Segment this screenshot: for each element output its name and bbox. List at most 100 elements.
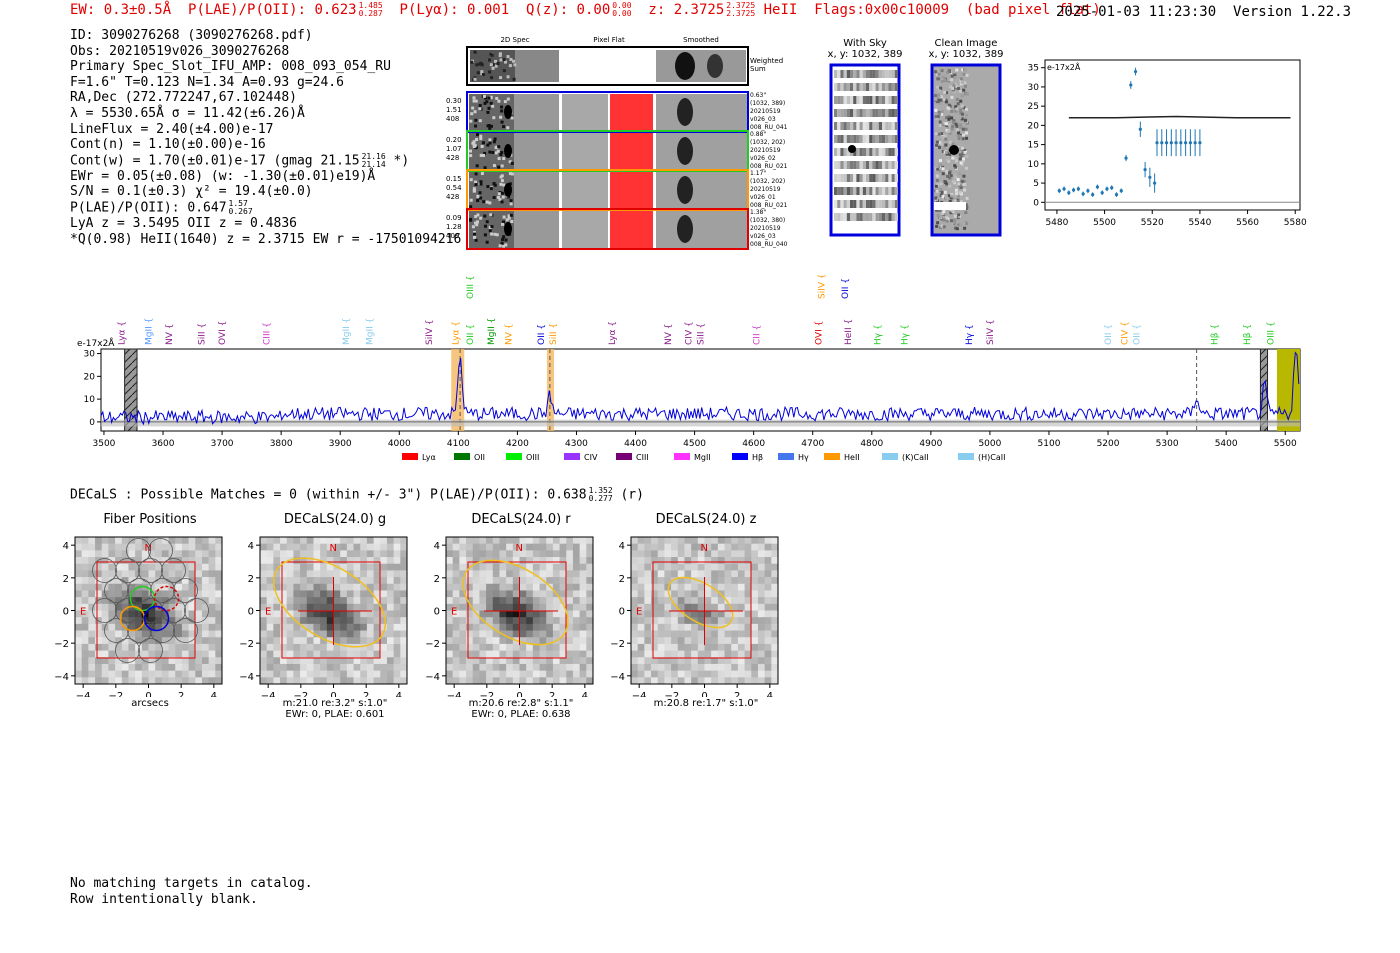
decals-pixel: [717, 663, 726, 672]
decals-pixel: [579, 543, 587, 551]
header-qz: Q(z): 0.00: [525, 2, 611, 18]
decals-pixel: [572, 603, 581, 611]
decals-pixel: [293, 537, 301, 545]
decals-pixel: [566, 590, 574, 598]
decals-pixel: [492, 543, 500, 551]
noise-pixel: [500, 105, 504, 109]
decals-pixel: [386, 610, 395, 618]
spec-legend-swatch: [402, 453, 418, 460]
noise-pixel: [483, 166, 487, 170]
decals-pixel: [466, 643, 474, 652]
decals-pixel: [340, 670, 348, 678]
decals-pixel: [95, 670, 103, 678]
decals-pixel: [333, 537, 341, 545]
noise-pixel: [494, 59, 498, 63]
decals-pixel: [526, 617, 534, 625]
noise-pixel: [479, 182, 483, 186]
decals-pixel: [333, 610, 341, 618]
decals-pixel: [155, 670, 163, 678]
decals-pixel: [195, 657, 203, 665]
decals-pixel: [313, 637, 321, 645]
clean-pixel: [945, 128, 949, 132]
noise-pixel: [509, 202, 513, 206]
decals-pixel: [764, 583, 772, 591]
decals-pixel: [479, 630, 487, 638]
with-sky-pixel: [894, 148, 898, 156]
decals-pixel: [472, 657, 480, 665]
with-sky-pixel: [853, 122, 857, 130]
with-sky-pixel: [862, 83, 866, 91]
decals-pixel: [320, 643, 328, 652]
decals-pixel: [273, 570, 281, 578]
decals-pixel: [320, 557, 328, 565]
decals-pixel: [148, 650, 156, 658]
decals-summary-end: (r): [620, 487, 644, 503]
noise-pixel: [497, 165, 501, 169]
decals-pixel: [88, 603, 96, 611]
decals-pixel: [764, 557, 772, 565]
decals-pixel: [386, 557, 395, 565]
decals-pixel: [135, 657, 143, 665]
decals-pixel: [108, 590, 116, 598]
decals-pixel: [731, 617, 739, 625]
decals-pixel: [108, 663, 116, 672]
clean-pixel: [939, 159, 943, 163]
with-sky-pixel: [853, 213, 857, 221]
spec-legend-label: HeII: [844, 453, 860, 462]
with-sky-pixel: [872, 122, 876, 130]
decals-pixel: [115, 563, 123, 571]
decals-pixel: [181, 643, 190, 652]
fiber-ring: [148, 538, 173, 563]
decals-pixel: [546, 630, 554, 638]
clean-pixel: [936, 199, 940, 203]
decals-pixel: [572, 583, 581, 591]
footer-block: No matching targets in catalog. Row inte…: [70, 876, 313, 907]
with-sky-pixel: [859, 70, 863, 78]
decals-pixel: [572, 590, 581, 598]
decals-pixel: [148, 590, 156, 598]
decals-pixel: [472, 577, 480, 585]
weighted-sum-row: [466, 46, 749, 86]
clean-pixel: [941, 167, 945, 171]
decals-pixel: [771, 617, 779, 625]
decals-pixel: [168, 663, 176, 672]
decals-ytick-label: 0: [248, 607, 254, 618]
clean-pixel: [951, 197, 955, 201]
spec-upper-label: OII {: [841, 278, 851, 299]
decals-pixel: [195, 643, 203, 652]
decals-pixel: [155, 597, 163, 605]
decals-pixel: [128, 650, 136, 658]
decals-pixel: [155, 637, 163, 645]
decals-pixel: [651, 610, 659, 618]
decals-pixel: [75, 563, 83, 571]
with-sky-pixel: [837, 122, 841, 130]
decals-pixel: [195, 537, 203, 545]
decals-pixel: [313, 590, 321, 598]
decals-pixel: [181, 590, 190, 598]
decals-sum-hi: 1.352: [588, 486, 613, 495]
with-sky-pixel: [869, 200, 873, 208]
decals-pixel: [81, 570, 89, 578]
decals-pixel: [552, 563, 561, 571]
decals-pixel: [731, 610, 739, 618]
clean-pixel: [963, 182, 967, 186]
clean-pixel: [959, 77, 963, 81]
decals-pixel: [400, 650, 408, 658]
decals-pixel: [141, 590, 149, 598]
with-sky-pixel: [872, 148, 876, 156]
decals-pixel: [771, 583, 779, 591]
decals-pixel: [286, 550, 294, 558]
decals-pixel: [161, 557, 170, 565]
decals-pixel: [340, 570, 348, 578]
decals-pixel: [572, 657, 581, 665]
decals-pixel: [208, 623, 216, 632]
decals-pixel: [499, 617, 507, 625]
cutout-flat-red: [610, 94, 653, 131]
decals-pixel: [353, 623, 361, 632]
noise-pixel: [500, 174, 504, 178]
decals-pixel: [519, 583, 527, 591]
with-sky-pixel: [866, 109, 870, 117]
decals-pixel: [81, 557, 89, 565]
decals-pixel: [572, 630, 581, 638]
decals-pixel: [95, 590, 103, 598]
